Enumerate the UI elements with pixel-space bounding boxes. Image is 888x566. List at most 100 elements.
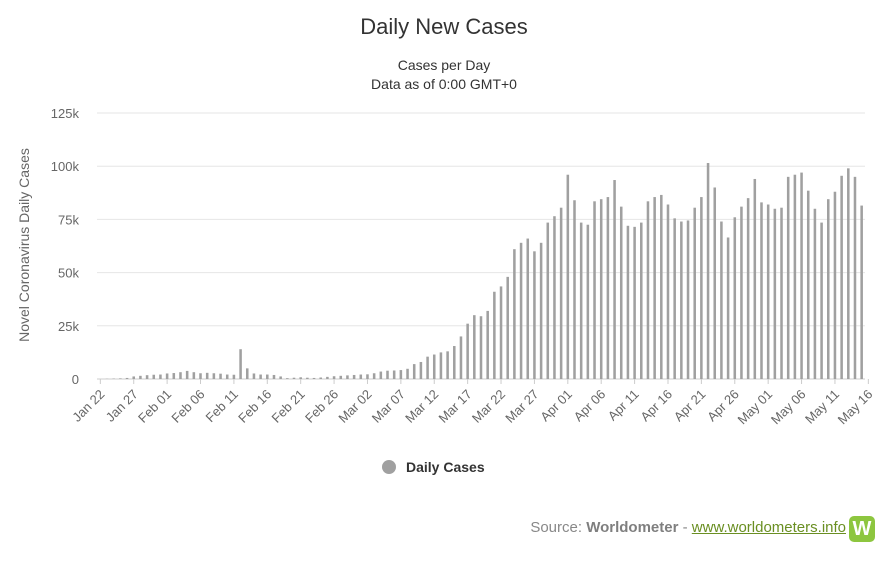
bar[interactable] (740, 206, 743, 379)
bar[interactable] (773, 208, 777, 379)
bar[interactable] (493, 291, 496, 379)
bar[interactable] (813, 208, 817, 379)
bar[interactable] (386, 370, 389, 379)
bar[interactable] (720, 221, 723, 379)
bar[interactable] (533, 251, 536, 379)
bar[interactable] (800, 172, 803, 379)
bar[interactable] (559, 207, 563, 379)
bar[interactable] (225, 374, 229, 379)
bar[interactable] (847, 168, 850, 379)
bar[interactable] (653, 197, 656, 379)
bar[interactable] (860, 205, 863, 379)
bar[interactable] (145, 375, 149, 379)
bar[interactable] (726, 237, 730, 379)
bar[interactable] (673, 218, 676, 379)
bar[interactable] (279, 376, 282, 379)
bar[interactable] (546, 222, 550, 379)
bar[interactable] (733, 217, 737, 379)
bar[interactable] (252, 373, 256, 379)
bar[interactable] (432, 354, 436, 379)
bar[interactable] (666, 204, 670, 380)
bar[interactable] (266, 374, 269, 379)
bar[interactable] (840, 175, 843, 379)
bar[interactable] (780, 207, 783, 379)
bar[interactable] (272, 374, 276, 379)
bar[interactable] (239, 349, 242, 379)
bar[interactable] (506, 276, 509, 379)
bar[interactable] (486, 310, 489, 379)
bar[interactable] (326, 376, 329, 379)
bar[interactable] (406, 368, 409, 379)
bar[interactable] (626, 225, 630, 379)
bar[interactable] (466, 323, 469, 379)
bar[interactable] (593, 201, 596, 379)
bar[interactable] (192, 372, 196, 379)
bar[interactable] (693, 207, 696, 379)
bar[interactable] (753, 178, 757, 379)
bar[interactable] (292, 377, 296, 379)
bar[interactable] (125, 377, 129, 379)
bar[interactable] (299, 377, 302, 379)
bar[interactable] (553, 216, 556, 379)
bar[interactable] (379, 371, 383, 379)
bar[interactable] (399, 370, 403, 379)
legend[interactable]: Daily Cases (382, 459, 485, 475)
bar[interactable] (165, 373, 169, 379)
bar[interactable] (426, 356, 429, 379)
bar[interactable] (833, 191, 837, 379)
bar[interactable] (853, 176, 857, 379)
bar[interactable] (760, 202, 763, 379)
bar[interactable] (172, 373, 176, 379)
bar[interactable] (613, 180, 616, 379)
bar[interactable] (660, 194, 663, 379)
bar[interactable] (245, 368, 249, 379)
bar[interactable] (599, 199, 603, 379)
bar[interactable] (766, 204, 770, 380)
bar[interactable] (446, 351, 449, 379)
worldometer-logo[interactable]: W (849, 516, 875, 542)
bar[interactable] (332, 376, 336, 379)
bar[interactable] (346, 375, 349, 379)
bar[interactable] (713, 187, 717, 379)
bar[interactable] (453, 346, 456, 379)
bar[interactable] (586, 224, 590, 379)
bar[interactable] (339, 375, 343, 379)
bar[interactable] (619, 206, 623, 379)
bar[interactable] (419, 361, 423, 379)
bar[interactable] (573, 200, 576, 379)
bar[interactable] (680, 221, 683, 379)
bar[interactable] (372, 373, 376, 379)
bar[interactable] (286, 378, 289, 379)
bar[interactable] (793, 174, 797, 379)
bar[interactable] (439, 352, 443, 379)
bar[interactable] (366, 374, 369, 379)
bar[interactable] (706, 163, 710, 379)
bar[interactable] (566, 174, 570, 379)
bar[interactable] (786, 176, 790, 379)
bar[interactable] (212, 373, 216, 379)
bar[interactable] (306, 377, 309, 379)
bar[interactable] (579, 222, 583, 379)
bar[interactable] (152, 374, 156, 379)
bar[interactable] (459, 336, 463, 379)
bar[interactable] (806, 190, 810, 379)
bar[interactable] (539, 242, 543, 379)
bar[interactable] (473, 315, 476, 379)
bar[interactable] (119, 378, 122, 379)
bar[interactable] (179, 372, 182, 379)
bar[interactable] (199, 373, 202, 379)
bar[interactable] (499, 286, 503, 379)
bar[interactable] (412, 364, 416, 379)
bar[interactable] (159, 374, 162, 379)
bar[interactable] (132, 376, 135, 379)
bar[interactable] (259, 374, 262, 379)
bar[interactable] (633, 226, 636, 379)
bar[interactable] (319, 377, 322, 379)
bar[interactable] (700, 197, 703, 379)
source-link[interactable]: www.worldometers.info (691, 519, 846, 536)
bar[interactable] (526, 238, 530, 379)
bar[interactable] (352, 374, 356, 379)
bar[interactable] (640, 222, 643, 379)
bar[interactable] (359, 374, 363, 379)
bar[interactable] (232, 374, 236, 379)
